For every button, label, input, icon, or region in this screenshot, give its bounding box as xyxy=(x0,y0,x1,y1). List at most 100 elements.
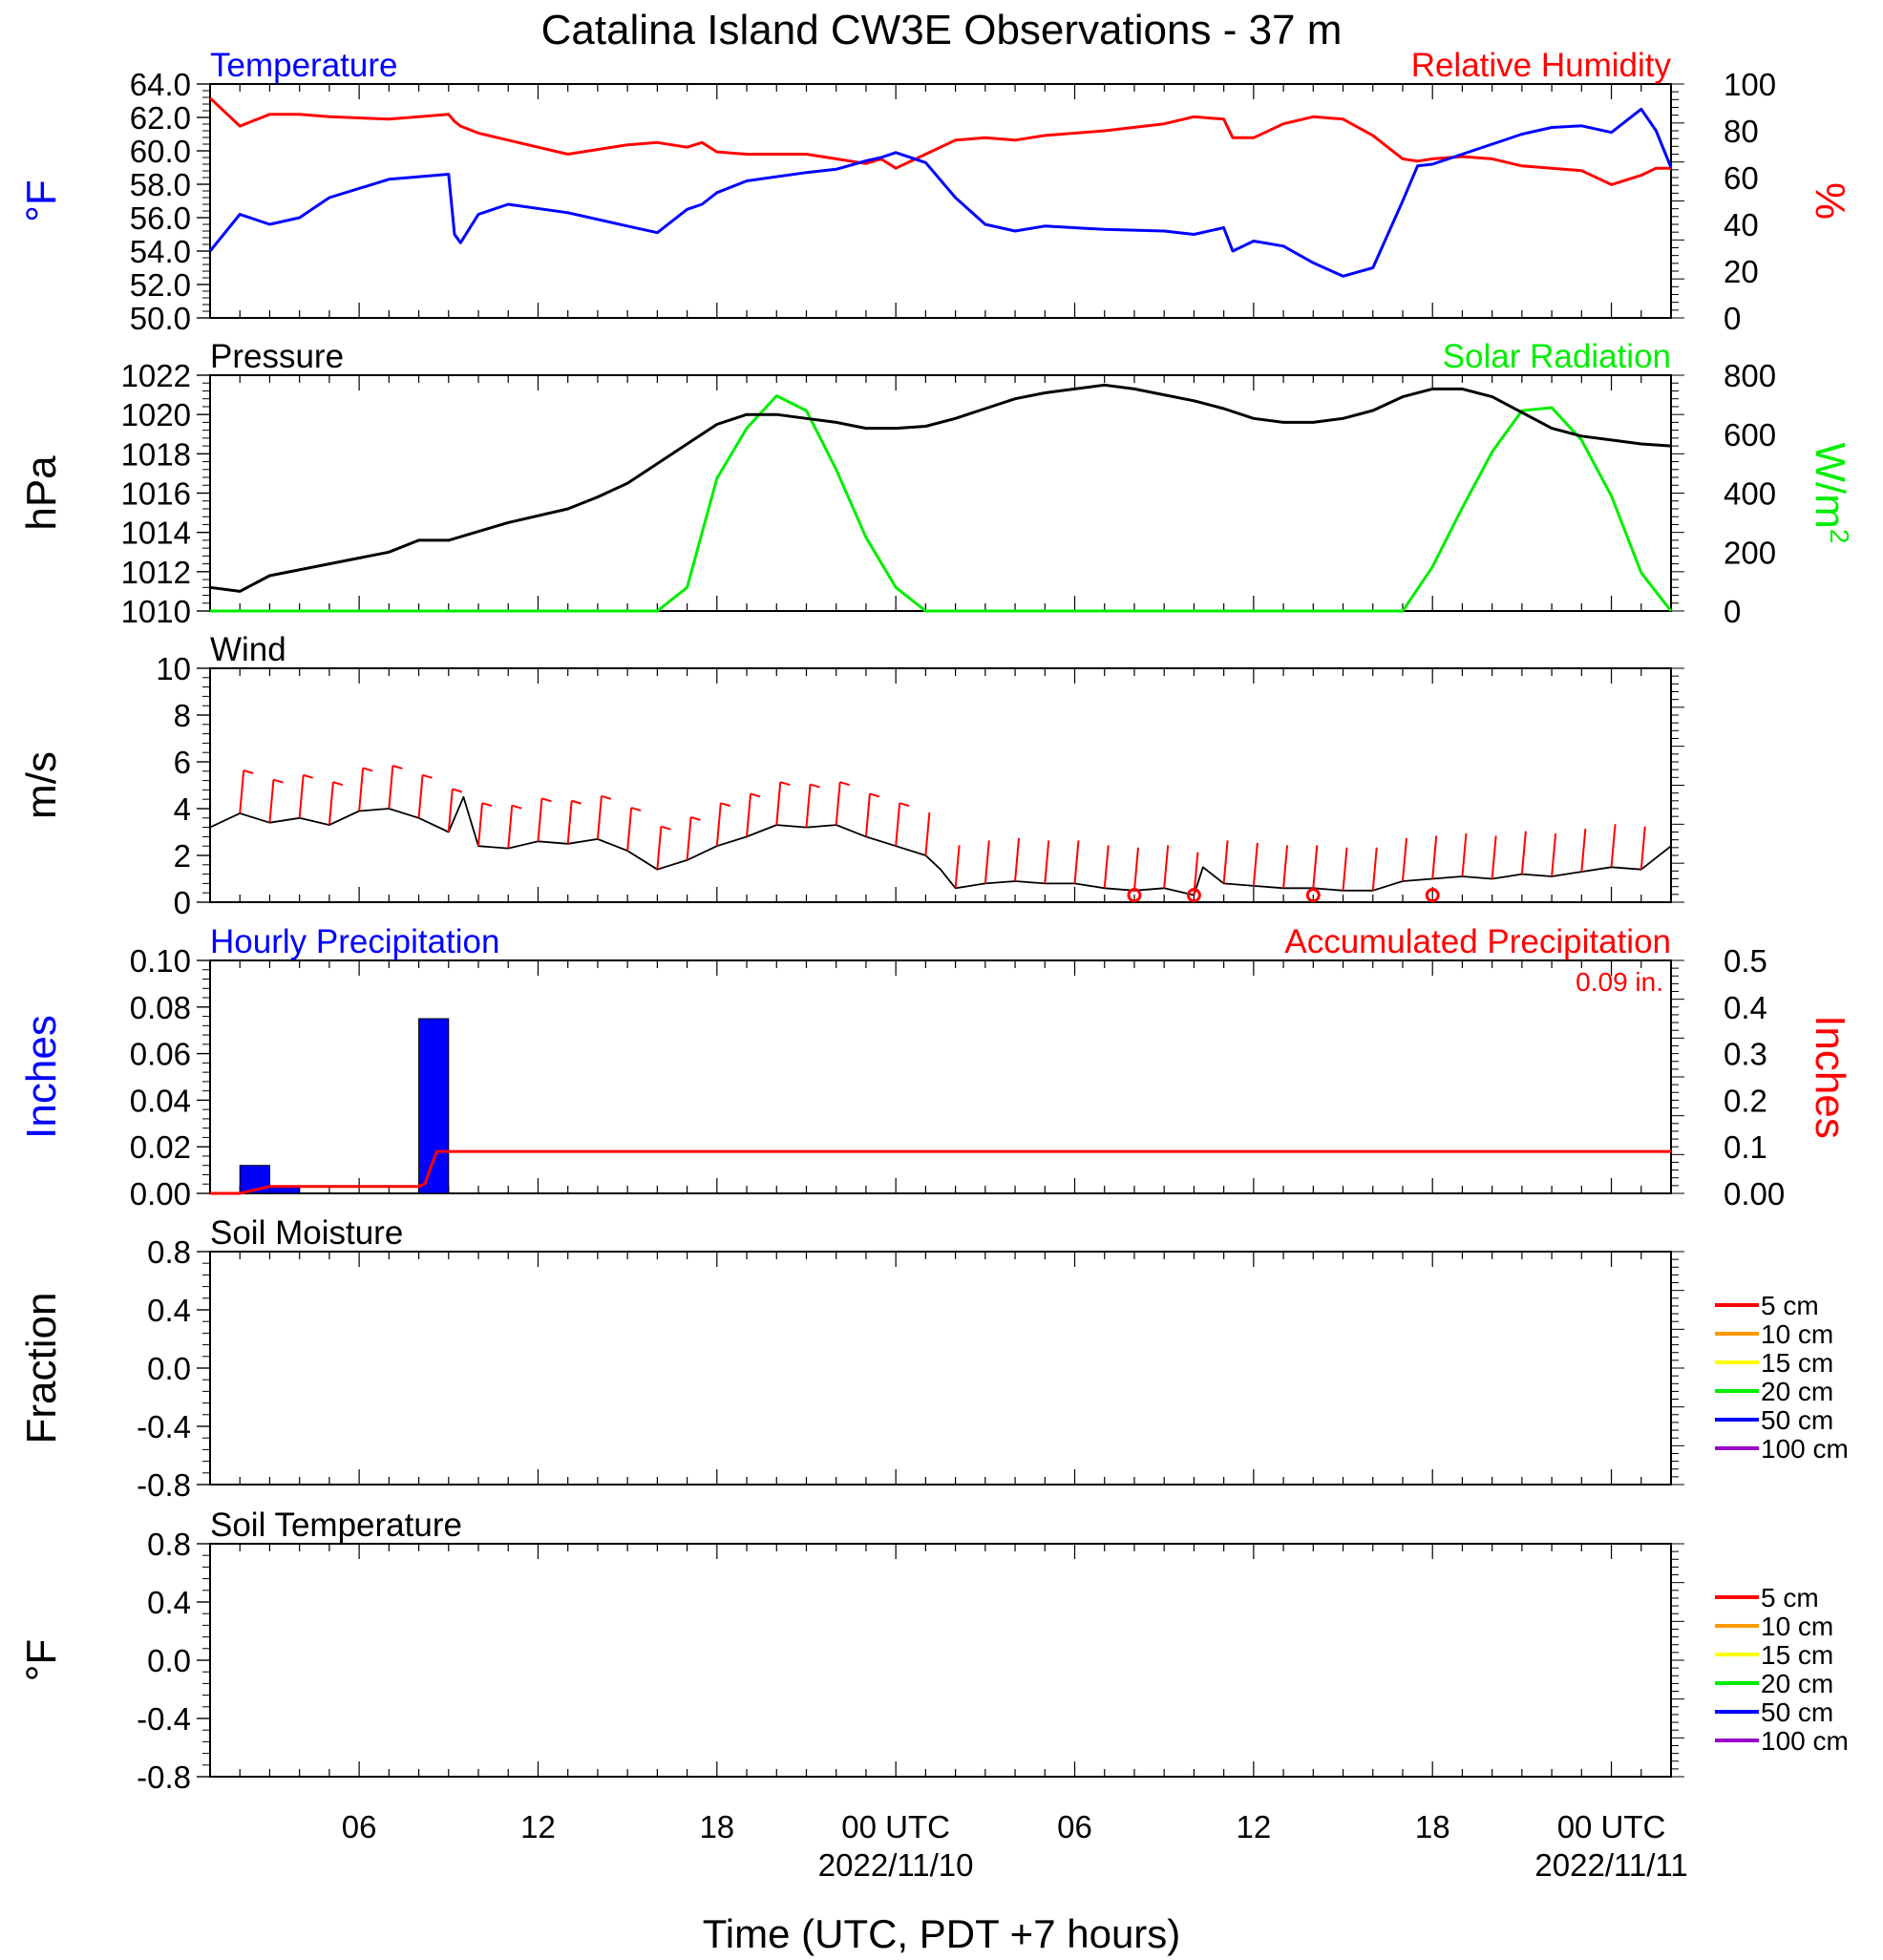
y-tick-label: 0.06 xyxy=(130,1037,191,1072)
legend-label: 5 cm xyxy=(1761,1583,1819,1612)
legend-label: 10 cm xyxy=(1761,1319,1833,1349)
legend-label: 15 cm xyxy=(1761,1348,1833,1378)
y-tick-label: 0.00 xyxy=(130,1176,191,1212)
y-tick-label: 64.0 xyxy=(130,67,191,102)
wind-barb xyxy=(864,793,871,837)
chart-title: Catalina Island CW3E Observations - 37 m xyxy=(541,7,1343,53)
y-axis-label-right: % xyxy=(1807,182,1853,220)
wind-barb-flag xyxy=(571,799,582,805)
wind-barb xyxy=(1222,840,1229,884)
wind-barb xyxy=(1520,831,1527,875)
wind-barb-flag xyxy=(273,778,284,784)
y-right-tick-label: 0.1 xyxy=(1724,1129,1767,1165)
wind-barb xyxy=(1461,832,1468,877)
wind-barb xyxy=(1551,832,1557,877)
temperature-line xyxy=(208,107,1673,278)
wind-barb xyxy=(596,795,603,839)
y-tick-label: 0.8 xyxy=(147,1527,191,1562)
y-tick-label: 0.4 xyxy=(147,1585,191,1620)
wind-barb xyxy=(537,798,543,842)
legend-label: 100 cm xyxy=(1761,1434,1849,1464)
wind-barb xyxy=(507,805,514,849)
wind-barb xyxy=(895,803,901,847)
wind-barb xyxy=(1491,835,1497,879)
wind-barb xyxy=(388,765,394,810)
wind-barb xyxy=(954,845,961,889)
y-tick-label: 0.8 xyxy=(147,1234,191,1270)
wind-barb-flag xyxy=(511,804,522,810)
y-tick-label: 50.0 xyxy=(130,301,191,336)
wind-barb-flag xyxy=(630,807,642,812)
wind-barb-flag xyxy=(452,788,463,793)
y-tick-label: 0.08 xyxy=(130,990,191,1025)
x-tick-label: 18 xyxy=(1415,1809,1450,1844)
y-tick-label: 52.0 xyxy=(130,267,191,303)
y-tick-label: 1022 xyxy=(121,358,191,393)
y-tick-label: 1018 xyxy=(121,436,191,472)
accumulated-precip-line xyxy=(210,1149,1671,1195)
y-right-tick-label: 0.3 xyxy=(1724,1037,1767,1072)
y-right-tick-label: 0.00 xyxy=(1724,1176,1785,1212)
panel-left-title: Soil Moisture xyxy=(210,1214,403,1252)
legend-label: 10 cm xyxy=(1761,1612,1833,1641)
wind-barb-flag xyxy=(332,781,344,787)
legend-label: 20 cm xyxy=(1761,1377,1833,1406)
plot-frame xyxy=(209,374,1672,612)
wind-barb xyxy=(447,789,454,832)
panel-left-title: Soil Temperature xyxy=(210,1507,462,1544)
legend-label: 15 cm xyxy=(1761,1640,1833,1670)
total-precip-label: 0.09 in. xyxy=(1576,967,1663,997)
wind-barb-flag xyxy=(601,794,612,800)
panel-left-title: Wind xyxy=(210,631,286,668)
solar-radiation-line xyxy=(210,394,1673,613)
wind-barb xyxy=(1163,845,1170,889)
wind-barb xyxy=(775,782,782,826)
x-axis-label: Time (UTC, PDT +7 hours) xyxy=(703,1911,1181,1956)
calm-wind-marker xyxy=(1127,888,1142,903)
chart-panels: 64.062.060.058.056.054.052.050.010080604… xyxy=(18,47,1855,1795)
panel-left-title: Hourly Precipitation xyxy=(210,923,499,960)
wind-barb-flag xyxy=(422,773,433,779)
wind-barb xyxy=(1610,824,1617,868)
y-right-tick-label: 100 xyxy=(1724,67,1776,102)
y-right-tick-label: 600 xyxy=(1724,417,1776,453)
y-tick-label: -0.4 xyxy=(137,1701,191,1737)
hourly-precip-bar xyxy=(418,1018,450,1194)
wind-barb-flag xyxy=(481,802,493,808)
y-axis-label-left: °F xyxy=(18,179,65,221)
wind-barb xyxy=(686,816,692,860)
y-tick-label: 54.0 xyxy=(130,234,191,269)
y-tick-label: 1016 xyxy=(121,476,191,512)
wind-barb-flag xyxy=(362,767,373,772)
wind-barb xyxy=(1132,847,1139,891)
y-right-tick-label: 0 xyxy=(1724,301,1741,336)
y-right-tick-label: 200 xyxy=(1724,535,1776,570)
y-tick-label: 6 xyxy=(174,745,191,780)
x-date-label: 2022/11/10 xyxy=(818,1847,974,1883)
legend-label: 100 cm xyxy=(1761,1726,1849,1756)
wind-barb xyxy=(1580,829,1587,873)
plot-frame xyxy=(209,83,1672,319)
x-tick-label: 06 xyxy=(342,1809,377,1844)
wind-barb-flag xyxy=(810,783,820,789)
wind-barb xyxy=(1342,847,1348,891)
wind-barb xyxy=(656,826,663,870)
wind-barb xyxy=(239,769,245,813)
wind-barb xyxy=(1103,845,1110,889)
wind-barb xyxy=(626,808,633,852)
x-tick-label: 00 UTC xyxy=(1557,1809,1666,1844)
wind-barb xyxy=(1371,847,1378,891)
y-tick-label: -0.8 xyxy=(137,1760,191,1795)
wind-barb xyxy=(1014,837,1021,882)
wind-barb xyxy=(1640,826,1646,870)
x-date-label: 2022/11/11 xyxy=(1534,1847,1687,1883)
wind-barb xyxy=(298,774,305,818)
wind-barb xyxy=(268,779,275,823)
calm-wind-marker xyxy=(1305,888,1321,903)
y-right-tick-label: 0.4 xyxy=(1724,990,1767,1025)
y-tick-label: 1020 xyxy=(121,397,191,432)
x-tick-label: 12 xyxy=(520,1809,556,1844)
wind-barb-flag xyxy=(899,802,910,808)
y-axis-label-right: Inches xyxy=(1807,1015,1853,1139)
